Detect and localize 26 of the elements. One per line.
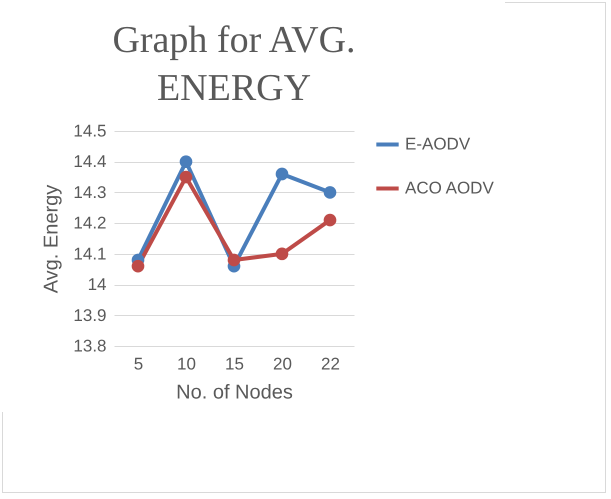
point: [180, 155, 192, 168]
y-tick-label: 13.8: [73, 336, 106, 356]
y-tick-label: 13.9: [73, 306, 106, 325]
legend-label: E-AODV: [405, 134, 471, 154]
point: [180, 170, 192, 184]
y-tick-label: 14.2: [73, 214, 106, 233]
y-tick-label: 14.3: [73, 182, 106, 202]
x-tick-label: 10: [177, 354, 196, 374]
point: [228, 254, 240, 266]
y-tick-label: 14: [88, 275, 106, 294]
point: [324, 214, 336, 226]
y-tick-label: 14.5: [73, 122, 106, 140]
y-axis-title: Avg. Energy: [40, 184, 62, 294]
x-tick-label: 22: [321, 354, 340, 374]
point: [324, 186, 336, 199]
chart-title: Graph for AVG. ENERGY: [112, 19, 356, 109]
y-tick-label: 14.1: [73, 244, 106, 264]
point: [276, 248, 288, 260]
x-tick-label: 15: [225, 354, 244, 374]
legend-label: ACO AODV: [405, 178, 494, 198]
x-tick-label: 5: [134, 354, 144, 374]
x-axis-title: No. of Nodes: [176, 382, 293, 404]
y-tick-label: 14.4: [73, 152, 106, 172]
point: [132, 260, 144, 272]
x-tick-label: 20: [273, 354, 292, 374]
point: [276, 168, 288, 180]
